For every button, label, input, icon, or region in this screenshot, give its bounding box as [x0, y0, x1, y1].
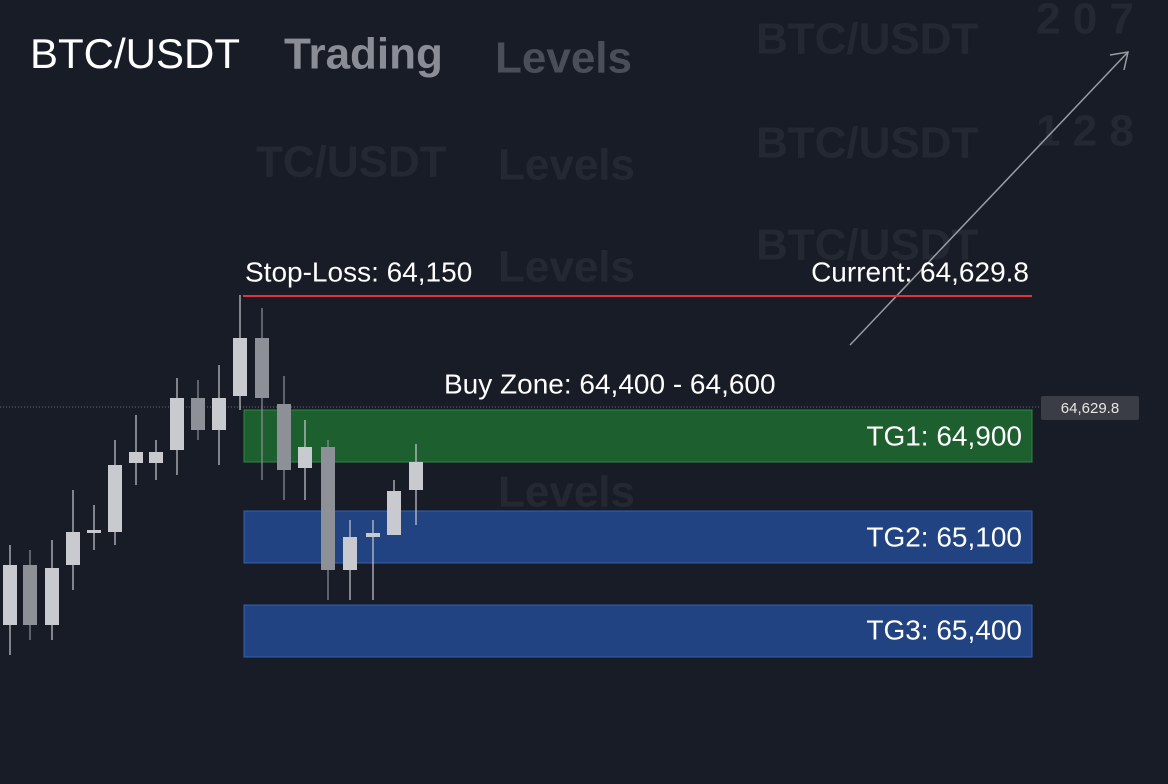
watermark: Levels: [498, 468, 635, 517]
tg3-zone: [243, 604, 1033, 658]
subtitle: Trading: [284, 30, 443, 79]
watermark: Levels: [498, 141, 635, 190]
candle-body: [66, 532, 80, 565]
candle-body: [23, 565, 37, 625]
title: BTC/USDT: [30, 30, 240, 77]
candle-body: [321, 447, 335, 570]
stop-loss-label: Stop-Loss: 64,150: [245, 256, 472, 287]
current-label: Current: 64,629.8: [811, 256, 1029, 287]
arrow-head: [1109, 51, 1129, 71]
watermark: TC/USDT: [256, 138, 447, 187]
candle-body: [343, 537, 357, 570]
candle-body: [277, 404, 291, 470]
candle-body: [298, 447, 312, 468]
tg1-label: TG1: 64,900: [866, 420, 1022, 451]
price-tag-label: 64,629.8: [1061, 400, 1119, 417]
tg1-zone: [243, 409, 1033, 463]
candle-body: [170, 398, 184, 450]
candle-body: [191, 398, 205, 430]
candle-body: [366, 533, 380, 537]
candle-body: [233, 338, 247, 396]
watermark-layer: BTC/USDT BTC/USDT BTC/USDT TC/USDT Level…: [256, 0, 1134, 517]
candle-body: [212, 398, 226, 430]
candle-body: [108, 465, 122, 532]
candle-body: [45, 568, 59, 625]
candle-body: [387, 491, 401, 535]
tg2-label: TG2: 65,100: [866, 521, 1022, 552]
buy-zone-label: Buy Zone: 64,400 - 64,600: [444, 368, 776, 399]
subtitle: Levels: [495, 34, 632, 83]
watermark: BTC/USDT: [756, 221, 979, 270]
candle-body: [3, 565, 17, 625]
watermark: BTC/USDT: [756, 15, 979, 64]
watermark: BTC/USDT: [756, 119, 979, 168]
candles: [3, 295, 423, 655]
watermark: Levels: [498, 243, 635, 292]
candle-body: [149, 452, 163, 463]
price-tag: [1041, 396, 1139, 420]
candle-body: [129, 452, 143, 463]
watermark: 2 0 7: [1036, 0, 1134, 44]
candle-body: [409, 462, 423, 490]
candle-body: [255, 338, 269, 398]
candle-body: [87, 530, 101, 533]
tg3-label: TG3: 65,400: [866, 614, 1022, 645]
watermark: 1 2 8: [1036, 107, 1134, 156]
